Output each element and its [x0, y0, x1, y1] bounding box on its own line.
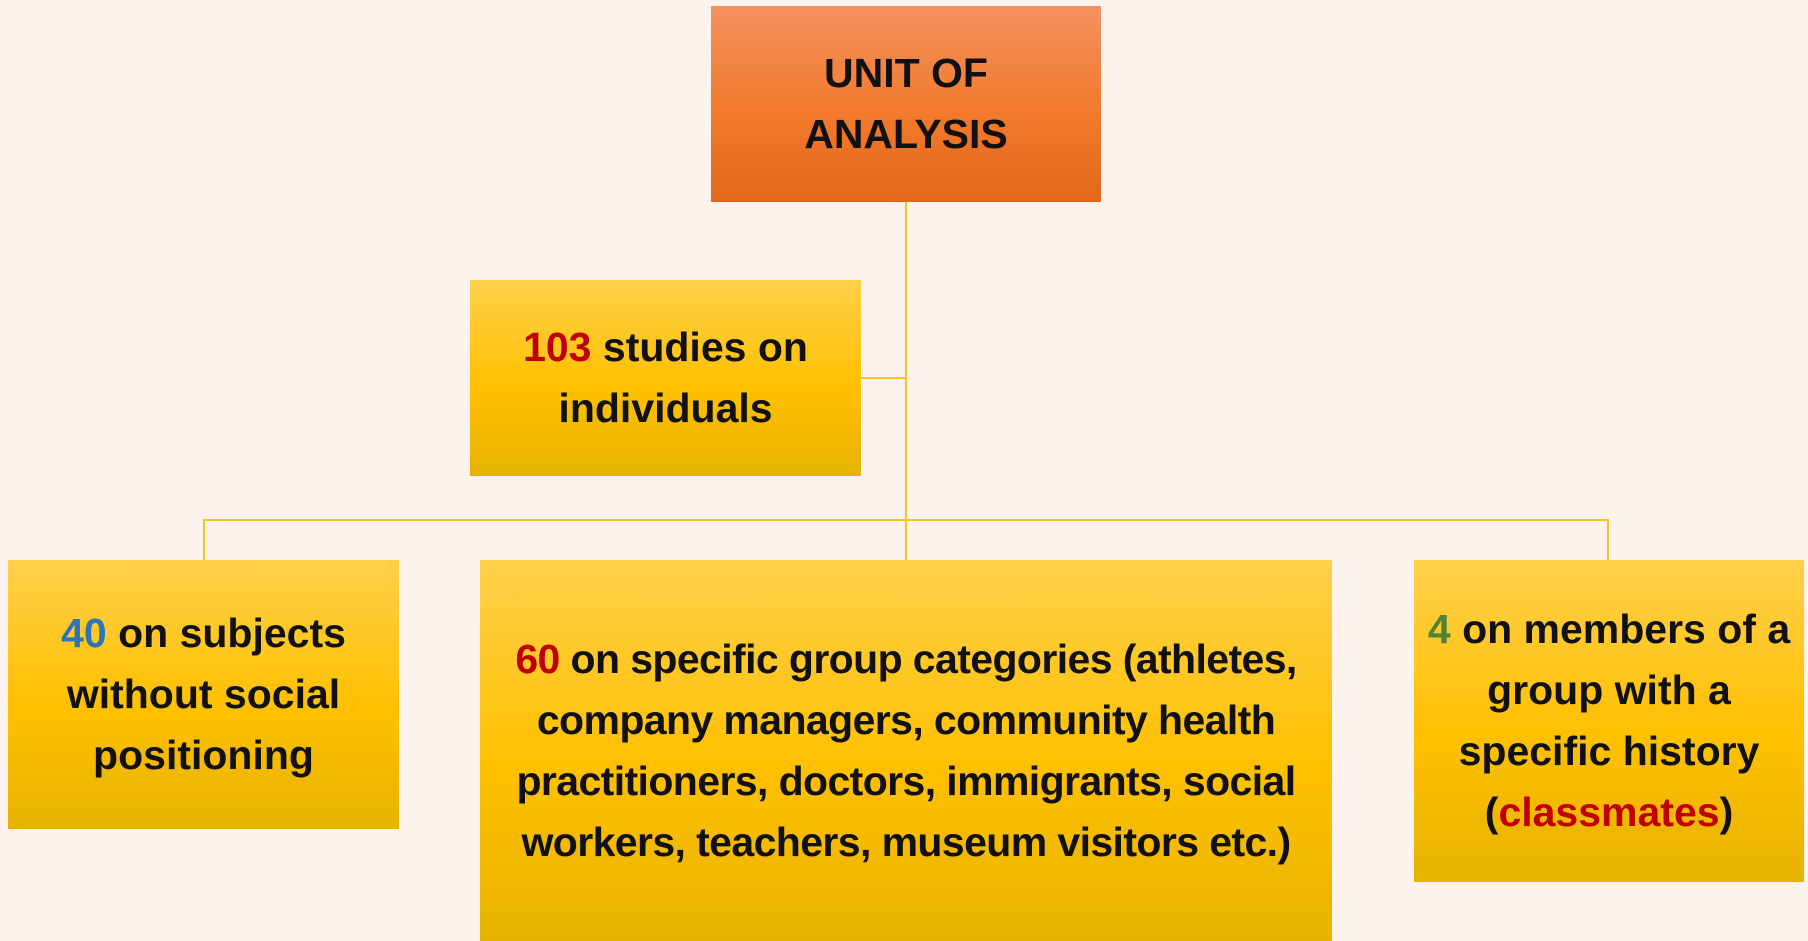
- child-node: 60 on specific group categories (athlete…: [480, 560, 1332, 941]
- connector: [1607, 519, 1609, 560]
- label: ): [1719, 789, 1734, 835]
- highlight: classmates: [1498, 789, 1720, 835]
- connector: [905, 202, 907, 560]
- node-text: 40 on subjects without social positionin…: [30, 603, 377, 786]
- node-text: 60 on specific group categories (athlete…: [484, 629, 1328, 873]
- connector: [203, 519, 205, 560]
- count: 40: [61, 610, 107, 656]
- node-text: 4 on members of a group with a specific …: [1420, 599, 1798, 843]
- connector: [861, 377, 906, 379]
- individuals-node: 103 studies on individuals: [470, 280, 861, 476]
- root-label: UNIT OF ANALYSIS: [804, 50, 1008, 157]
- count: 4: [1427, 606, 1451, 652]
- label: studies on individuals: [558, 324, 808, 431]
- label: on specific group categories (athletes, …: [516, 635, 1297, 865]
- child-node: 40 on subjects without social positionin…: [8, 560, 399, 829]
- count: 60: [515, 635, 560, 682]
- label: on members of a group with a specific hi…: [1458, 606, 1791, 835]
- node-text: 103 studies on individuals: [490, 317, 841, 439]
- label: on subjects without social positioning: [66, 610, 346, 778]
- connector: [203, 519, 1609, 521]
- child-node: 4 on members of a group with a specific …: [1414, 560, 1804, 882]
- count: 103: [523, 324, 592, 370]
- root-node: UNIT OF ANALYSIS: [711, 6, 1101, 202]
